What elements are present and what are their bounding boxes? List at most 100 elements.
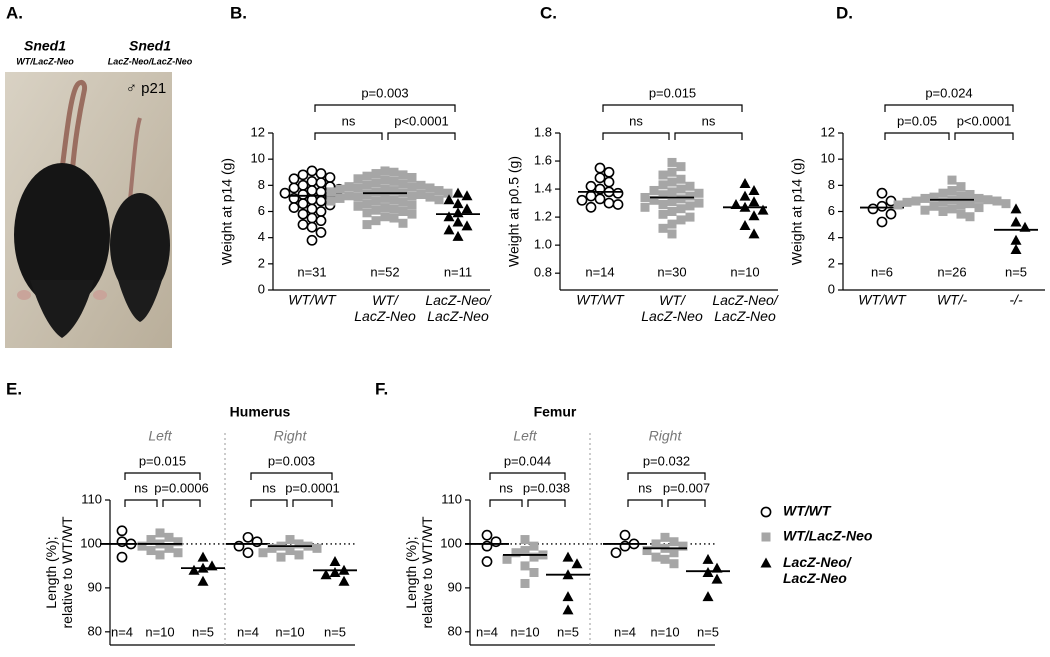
data-point xyxy=(685,181,695,191)
data-point xyxy=(902,197,912,207)
data-point xyxy=(920,193,930,203)
y-tick-label: 1.6 xyxy=(534,152,552,167)
data-point xyxy=(371,178,381,188)
data-point xyxy=(164,532,174,542)
significance-label: ns xyxy=(638,480,652,495)
significance-label: p=0.003 xyxy=(268,453,315,468)
data-point xyxy=(371,205,381,215)
significance-label: p=0.032 xyxy=(643,453,690,468)
data-point xyxy=(389,186,399,196)
mouse-head xyxy=(30,280,94,338)
panel-label: D. xyxy=(836,3,853,22)
data-point xyxy=(667,219,677,229)
data-point xyxy=(676,184,686,194)
data-point xyxy=(362,180,372,190)
data-point xyxy=(362,220,372,230)
significance-label: ns xyxy=(629,113,643,128)
data-point xyxy=(353,201,363,211)
y-tick-label: 12 xyxy=(821,124,835,139)
data-point xyxy=(353,192,363,202)
data-point xyxy=(353,183,363,193)
chart-title: Femur xyxy=(534,404,577,420)
data-point xyxy=(452,230,464,241)
tail xyxy=(59,79,87,176)
data-point xyxy=(603,197,615,209)
data-point xyxy=(974,203,984,213)
y-axis-label: Length (%);relative to WT/WT xyxy=(43,516,75,628)
y-tick-label: 1.2 xyxy=(534,209,552,224)
data-point xyxy=(658,223,668,233)
significance-bracket xyxy=(314,104,456,112)
data-point xyxy=(407,209,417,219)
x-tick-label: WT/WT xyxy=(576,292,625,308)
significance-bracket xyxy=(954,132,1014,140)
y-tick-label: 80 xyxy=(448,623,462,638)
x-tick-label: WT/LacZ-Neo xyxy=(354,292,416,324)
data-point xyxy=(965,199,975,209)
data-point xyxy=(748,228,760,239)
data-point xyxy=(197,575,209,586)
data-point xyxy=(876,216,888,228)
gene-label: Sned1 xyxy=(129,38,171,54)
data-point xyxy=(929,192,939,202)
data-point xyxy=(297,219,309,230)
data-point xyxy=(1001,199,1011,209)
data-point xyxy=(640,202,650,212)
y-tick-label: 0.8 xyxy=(534,265,552,280)
significance-label: p=0.015 xyxy=(139,453,186,468)
data-point xyxy=(669,537,679,547)
significance-label: ns xyxy=(499,480,513,495)
photo xyxy=(5,72,172,348)
n-label: n=5 xyxy=(192,624,214,639)
photo-annotation: ♂ p21 xyxy=(126,80,166,97)
gene-label: Sned1 xyxy=(24,38,66,54)
data-point xyxy=(288,202,300,213)
data-point xyxy=(651,552,661,562)
data-point xyxy=(947,186,957,196)
significance-label: p<0.0001 xyxy=(957,113,1012,128)
data-point xyxy=(335,184,345,194)
data-point xyxy=(520,561,530,571)
significance-label: p=0.007 xyxy=(663,480,710,495)
data-point xyxy=(146,546,156,556)
y-tick-label: 0 xyxy=(258,281,265,296)
significance-bracket xyxy=(527,499,566,507)
y-tick-label: 100 xyxy=(80,535,102,550)
data-point xyxy=(640,192,650,202)
significance-bracket xyxy=(292,499,333,507)
data-point xyxy=(965,212,975,222)
tail xyxy=(128,117,142,201)
data-point xyxy=(520,578,530,588)
data-point xyxy=(155,528,165,538)
y-axis-label: Length (%);relative to WT/WT xyxy=(403,516,435,628)
significance-label: ns xyxy=(262,480,276,495)
data-point xyxy=(938,188,948,198)
x-tick-label: -/- xyxy=(1009,292,1023,308)
data-point xyxy=(306,185,318,196)
y-tick-label: 8 xyxy=(258,177,265,192)
ear xyxy=(17,290,31,300)
legend-marker xyxy=(760,557,772,568)
data-point xyxy=(711,573,723,584)
data-point xyxy=(443,224,455,235)
data-point xyxy=(947,204,957,214)
n-label: n=10 xyxy=(145,624,174,639)
data-point xyxy=(676,174,686,184)
data-point xyxy=(667,229,677,239)
data-point xyxy=(562,551,574,562)
data-point xyxy=(1010,203,1022,214)
data-point xyxy=(306,165,318,177)
significance-label: p=0.024 xyxy=(925,85,972,100)
data-point xyxy=(685,201,695,211)
data-point xyxy=(306,221,318,233)
panel-label: F. xyxy=(375,379,388,398)
data-point xyxy=(276,552,286,562)
data-point xyxy=(137,541,147,551)
significance-bracket xyxy=(124,499,158,507)
data-point xyxy=(279,187,291,199)
panel-label: A. xyxy=(6,3,23,22)
n-label: n=5 xyxy=(1005,264,1027,279)
data-point xyxy=(338,575,350,586)
data-point xyxy=(685,212,695,222)
